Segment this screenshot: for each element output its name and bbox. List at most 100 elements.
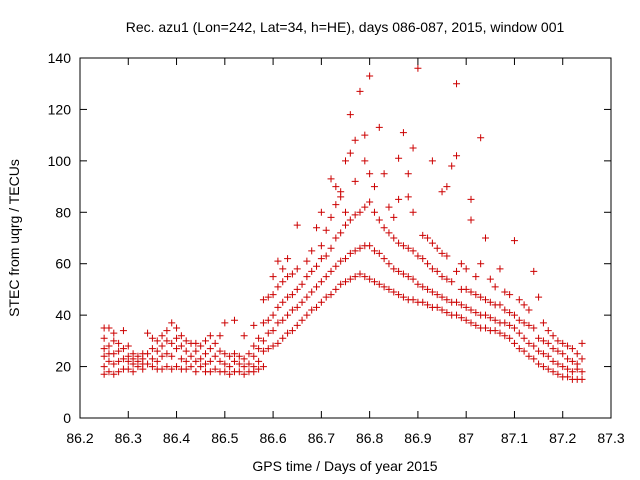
data-point	[327, 267, 335, 275]
data-point	[342, 208, 349, 216]
data-point	[303, 311, 311, 319]
data-point	[274, 303, 282, 311]
data-point	[100, 352, 108, 360]
data-point	[481, 324, 489, 332]
data-point	[414, 64, 422, 72]
data-point	[134, 352, 142, 360]
data-point	[240, 355, 248, 363]
data-point	[453, 267, 461, 275]
data-point	[351, 136, 359, 144]
data-point	[370, 183, 378, 191]
x-axis-ticks: 86.2 86.3 86.4 86.5 86.6 86.7 86.8 86.9 87 87.1 87…	[66, 58, 625, 446]
data-point	[105, 357, 113, 365]
y-tick: 100	[48, 153, 611, 169]
data-point	[182, 365, 190, 373]
x-tick-label: 87	[458, 430, 474, 446]
data-point	[419, 298, 427, 306]
data-point	[115, 357, 123, 365]
data-point	[390, 265, 398, 273]
data-point	[192, 368, 200, 376]
data-point	[361, 273, 369, 281]
data-point	[177, 342, 185, 350]
data-point	[496, 329, 504, 337]
data-point	[481, 311, 489, 319]
data-point	[366, 72, 374, 80]
data-point	[245, 350, 253, 358]
data-point	[467, 288, 475, 296]
data-point	[158, 332, 166, 340]
data-point	[554, 370, 562, 378]
data-point	[520, 319, 528, 327]
data-point	[515, 296, 523, 304]
x-tick: 86.9	[404, 58, 432, 446]
data-point	[443, 275, 451, 283]
data-point	[351, 247, 359, 255]
data-point	[438, 188, 446, 196]
data-point	[129, 350, 137, 358]
x-tick: 87	[458, 58, 474, 446]
y-tick-label: 0	[63, 410, 71, 426]
data-point	[559, 339, 567, 347]
data-point	[119, 327, 127, 335]
y-tick-label: 120	[48, 101, 72, 117]
data-point	[250, 363, 258, 371]
data-point	[578, 375, 586, 383]
data-point	[395, 154, 403, 162]
data-point	[182, 337, 190, 345]
data-point	[303, 273, 311, 281]
data-point	[346, 111, 354, 119]
data-point	[230, 357, 238, 365]
data-point	[515, 329, 523, 337]
data-point	[279, 316, 287, 324]
data-point	[230, 350, 238, 358]
data-point	[491, 283, 499, 291]
data-point	[337, 229, 345, 237]
data-point	[346, 249, 354, 257]
data-point	[573, 360, 581, 368]
data-point	[100, 370, 108, 378]
data-point	[105, 342, 113, 350]
data-point	[578, 355, 586, 363]
y-tick: 60	[55, 256, 611, 272]
data-point	[245, 360, 253, 368]
data-point	[549, 357, 557, 365]
data-point	[399, 129, 407, 137]
data-point	[453, 298, 461, 306]
data-point	[501, 332, 509, 340]
data-point	[221, 350, 229, 358]
x-tick-label: 86.5	[211, 430, 238, 446]
data-point	[153, 337, 161, 345]
data-point	[115, 339, 123, 347]
data-point	[467, 216, 475, 224]
data-point	[472, 273, 480, 281]
data-point	[274, 319, 282, 327]
data-point	[288, 291, 296, 299]
data-point	[351, 273, 359, 281]
data-point	[313, 262, 321, 270]
data-point	[390, 234, 398, 242]
data-point	[520, 334, 528, 342]
data-point	[269, 327, 277, 335]
data-point	[467, 195, 475, 203]
data-point	[288, 327, 296, 335]
data-point	[375, 280, 383, 288]
data-point	[472, 291, 480, 299]
data-point	[424, 260, 432, 268]
data-point	[173, 363, 181, 371]
data-point	[501, 288, 509, 296]
data-point	[472, 309, 480, 317]
y-tick: 120	[48, 101, 611, 117]
data-point	[308, 247, 316, 255]
data-point	[467, 306, 475, 314]
data-point	[322, 226, 330, 234]
data-point	[197, 363, 205, 371]
data-point	[370, 208, 378, 216]
y-tick: 80	[55, 204, 611, 220]
data-point	[438, 293, 446, 301]
data-point	[554, 360, 562, 368]
data-point	[192, 347, 200, 355]
data-point	[486, 298, 494, 306]
data-point	[110, 329, 118, 337]
x-tick-label: 87.2	[549, 430, 576, 446]
data-point	[250, 321, 258, 329]
